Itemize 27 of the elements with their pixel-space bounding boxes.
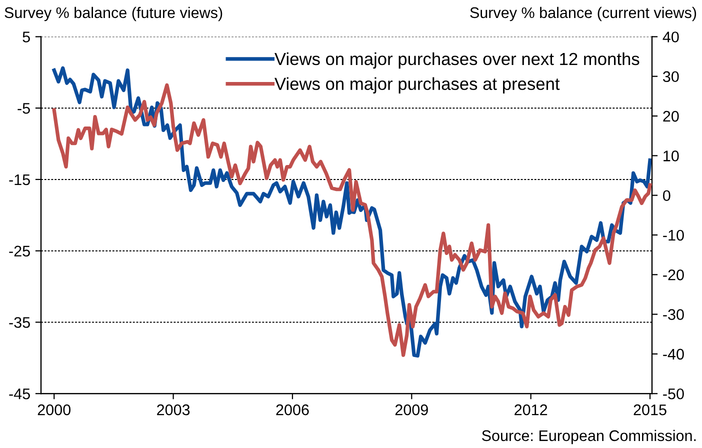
- y2-tick-label: -50: [663, 388, 684, 400]
- x-tick-label: 2003: [157, 404, 190, 416]
- x-tick-label: 2006: [276, 404, 309, 416]
- y2-tick-label: 20: [663, 110, 679, 122]
- y-tick-label: -35: [9, 317, 30, 328]
- y-tick-label: -25: [9, 246, 30, 257]
- y2-tick-label: -40: [663, 348, 684, 360]
- y-tick-label: -45: [9, 388, 30, 400]
- legend-label: Views on major purchases at present: [274, 77, 560, 94]
- y-axis-title: Survey % balance (future views): [4, 6, 222, 22]
- x-tick-label: 2000: [38, 404, 71, 416]
- x-tick-label: 2009: [395, 404, 428, 416]
- y2-tick-label: 0: [663, 190, 670, 202]
- y-tick-label: -15: [9, 174, 30, 186]
- source-note: Source: European Commission.: [482, 430, 696, 444]
- y2-tick-label: 30: [663, 71, 679, 82]
- y-tick-label: 5: [22, 32, 30, 42]
- x-tick-label: 2012: [514, 404, 548, 416]
- y2-tick-label: 40: [662, 32, 679, 42]
- y2-tick-label: -30: [663, 309, 684, 320]
- x-tick-label: 2015: [634, 404, 666, 416]
- y2-axis-title: Survey % balance (current views): [470, 6, 696, 22]
- y2-tick-label: -10: [663, 230, 684, 241]
- y2-tick-label: -20: [663, 270, 684, 280]
- legend-label: Views on major purchases over next 12 months: [274, 52, 640, 69]
- y-tick-label: -5: [18, 103, 30, 114]
- y2-tick-label: 10: [664, 150, 679, 162]
